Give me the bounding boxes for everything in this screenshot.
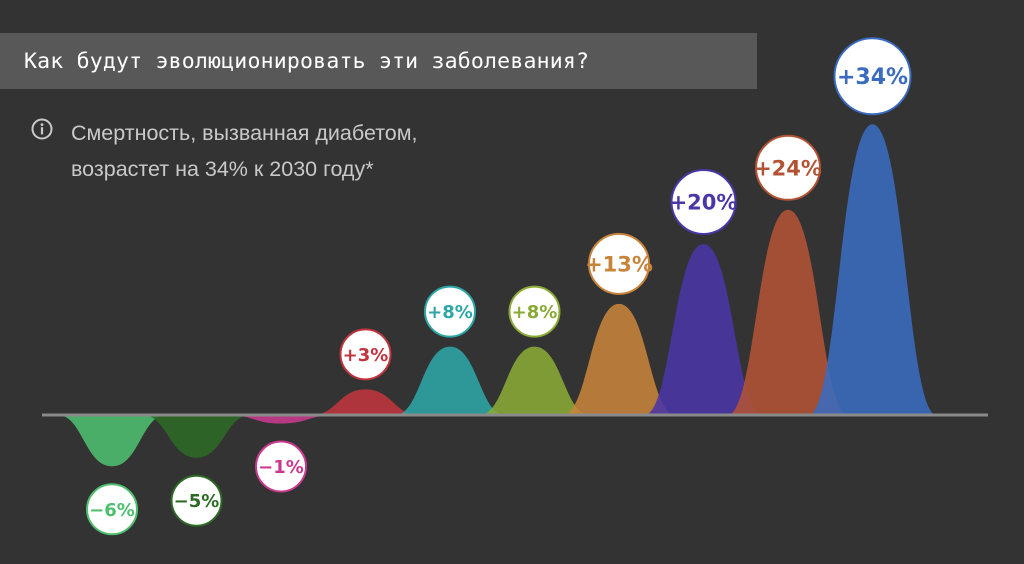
- info-line-2: возрастет на 34% к 2030 году*: [71, 157, 374, 181]
- value-label: +8%: [512, 302, 558, 323]
- area-3: [228, 415, 334, 424]
- value-badge-9: +24%: [754, 134, 822, 201]
- value-label: −1%: [258, 457, 304, 478]
- area-1: [57, 415, 167, 467]
- value-label: −5%: [174, 491, 220, 512]
- area-10: [808, 124, 937, 416]
- badge-circle: [755, 134, 821, 201]
- area-8: [644, 244, 763, 415]
- area-6: [479, 346, 590, 415]
- area-2: [142, 415, 251, 458]
- badge-circle: [588, 232, 650, 295]
- area-7: [562, 303, 676, 415]
- info-line-1: Смертность, вызванная диабетом,: [71, 121, 418, 145]
- info-icon: [31, 118, 53, 140]
- page-title: Как будут эволюционировать эти заболеван…: [24, 48, 590, 74]
- value-badge-6: +8%: [508, 285, 561, 338]
- value-label: +24%: [754, 156, 822, 180]
- areas: [57, 124, 937, 467]
- value-badge-7: +13%: [585, 232, 653, 295]
- title-banner: Как будут эволюционировать эти заболеван…: [0, 33, 757, 89]
- value-label: −6%: [89, 500, 135, 521]
- badge-circle: [86, 483, 138, 536]
- badge-circle: [424, 285, 476, 338]
- value-label: +8%: [427, 302, 473, 323]
- labels: −6% −5% −1% +3% +8% +8% +13% +20% +24% +34%: [86, 37, 912, 536]
- value-badge-10: +34%: [833, 37, 912, 116]
- value-label: +13%: [585, 252, 653, 276]
- badge-circle: [339, 328, 392, 381]
- value-badge-3: −1%: [255, 440, 307, 493]
- value-label: +20%: [670, 191, 738, 215]
- info-note: Смертность, вызванная диабетом, возрасте…: [31, 115, 418, 187]
- badge-circle: [670, 169, 737, 235]
- area-9: [727, 209, 849, 415]
- badge-circle: [255, 440, 307, 493]
- badge-circle: [508, 285, 561, 338]
- area-4: [312, 389, 419, 415]
- badge-circle: [170, 474, 223, 527]
- value-badge-8: +20%: [670, 169, 738, 235]
- value-badge-4: +3%: [339, 328, 392, 381]
- info-text: Смертность, вызванная диабетом, возрасте…: [71, 115, 418, 187]
- value-badge-1: −6%: [86, 483, 138, 536]
- badge-circle: [833, 37, 912, 116]
- value-label: +3%: [343, 345, 389, 366]
- area-5: [395, 346, 505, 415]
- value-badge-2: −5%: [170, 474, 223, 527]
- value-label: +34%: [837, 65, 908, 90]
- value-badge-5: +8%: [424, 285, 476, 338]
